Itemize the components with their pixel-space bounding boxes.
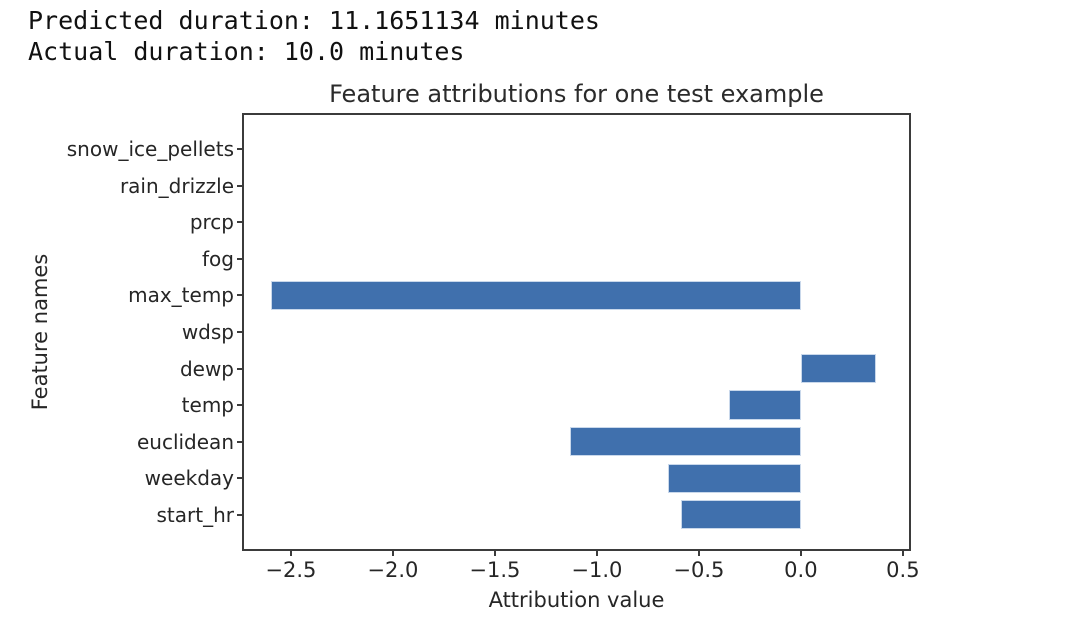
y-tick-label-euclidean: euclidean <box>136 429 234 454</box>
y-tick-label-fog: fog <box>202 246 234 271</box>
y-tick-label-prcp: prcp <box>189 210 234 235</box>
x-tick-label-−2.5: −2.5 <box>265 558 317 582</box>
x-tick-mark <box>901 549 904 556</box>
y-tick-label-temp: temp <box>181 393 234 418</box>
x-tick-label-−1.0: −1.0 <box>571 558 623 582</box>
bar-weekday <box>668 463 801 493</box>
x-tick-label-−1.5: −1.5 <box>469 558 521 582</box>
x-tick-label-−2.0: −2.0 <box>367 558 419 582</box>
y-tick-mark <box>237 331 244 333</box>
x-tick-label-−0.5: −0.5 <box>673 558 725 582</box>
y-tick-mark <box>237 477 244 480</box>
bar-max_temp <box>270 280 801 311</box>
y-tick-mark <box>237 221 244 224</box>
y-axis-label: Feature names <box>28 253 52 411</box>
x-tick-label-0.0: 0.0 <box>784 558 818 582</box>
y-tick-label-rain_drizzle: rain_drizzle <box>119 173 234 198</box>
bar-temp <box>729 390 801 420</box>
y-tick-mark <box>237 184 244 187</box>
y-tick-mark <box>237 367 244 370</box>
stdout-line-actual: Actual duration: 10.0 minutes <box>28 37 465 66</box>
bar-euclidean <box>570 426 801 457</box>
x-tick-mark <box>697 549 700 556</box>
y-tick-label-max_temp: max_temp <box>128 283 234 308</box>
bar-dewp <box>800 353 877 384</box>
y-tick-mark <box>237 148 244 151</box>
stdout-text: Predicted duration: 11.1651134 minutes A… <box>28 5 600 67</box>
y-tick-label-start_hr: start_hr <box>156 502 234 527</box>
y-tick-mark <box>237 513 244 516</box>
x-axis-label: Attribution value <box>488 588 665 612</box>
y-tick-label-wdsp: wdsp <box>181 320 234 344</box>
x-tick-mark <box>493 549 496 556</box>
x-tick-mark <box>289 549 292 556</box>
y-tick-mark <box>237 257 244 260</box>
x-tick-mark <box>595 549 598 556</box>
bar-start_hr <box>680 500 801 530</box>
x-tick-mark <box>799 549 802 556</box>
x-tick-mark <box>391 549 394 556</box>
y-tick-label-weekday: weekday <box>144 466 234 491</box>
y-tick-label-snow_ice_pellets: snow_ice_pellets <box>66 137 234 162</box>
x-tick-label-0.5: 0.5 <box>886 558 920 582</box>
y-tick-mark <box>237 404 244 407</box>
y-tick-mark <box>237 440 244 443</box>
stdout-line-predicted: Predicted duration: 11.1651134 minutes <box>28 6 600 35</box>
y-tick-mark <box>237 294 244 297</box>
y-tick-label-dewp: dewp <box>179 356 234 381</box>
chart-title: Feature attributions for one test exampl… <box>329 80 824 108</box>
